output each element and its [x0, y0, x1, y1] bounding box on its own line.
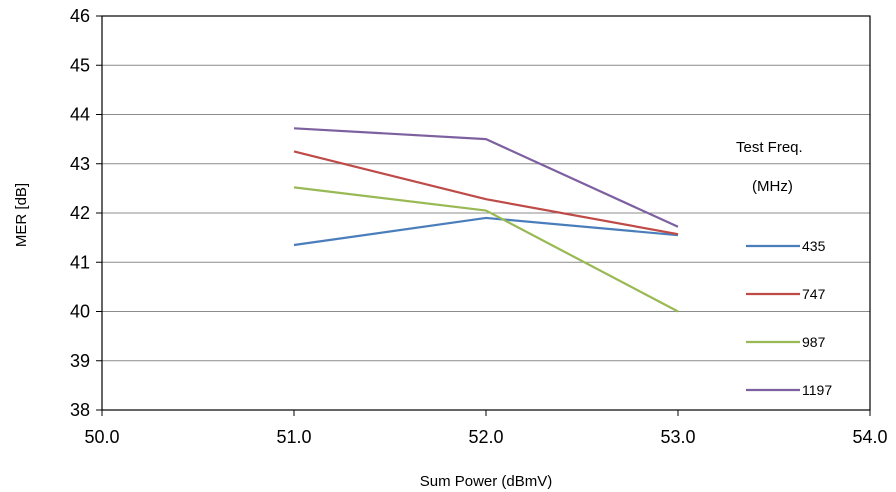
y-tick-label: 42	[70, 203, 90, 223]
gridlines	[102, 64, 870, 362]
x-axis-ticks: 50.0 51.0 52.0 53.0 54.0	[84, 410, 888, 447]
x-tick-label: 52.0	[468, 427, 503, 447]
series-line-747	[293, 150, 679, 236]
y-axis-ticks: 38 39 40 41 42 43 44 45 46	[70, 6, 102, 420]
y-tick-label: 40	[70, 302, 90, 322]
legend: Test Freq. (MHz) 435 747 987 1197	[736, 139, 832, 398]
legend-label-987: 987	[802, 334, 826, 350]
x-tick-label: 51.0	[276, 427, 311, 447]
legend-label-1197: 1197	[802, 382, 832, 398]
series-lines	[293, 127, 679, 313]
y-axis-label: MER [dB]	[13, 183, 30, 247]
series-line-435	[293, 216, 679, 247]
y-tick-label: 39	[70, 351, 90, 371]
x-axis-label: Sum Power (dBmV)	[420, 473, 553, 490]
y-tick-label: 43	[70, 154, 90, 174]
x-tick-label: 50.0	[84, 427, 119, 447]
y-tick-label: 44	[70, 105, 90, 125]
series-line-987	[293, 186, 679, 313]
y-tick-label: 46	[70, 6, 90, 26]
y-tick-label: 41	[70, 252, 90, 272]
x-tick-label: 53.0	[660, 427, 695, 447]
legend-title-line1: Test Freq.	[736, 139, 803, 156]
legend-title-line2: (MHz)	[752, 178, 793, 195]
series-line-1197	[293, 127, 679, 228]
legend-label-747: 747	[802, 286, 826, 302]
x-tick-label: 54.0	[852, 427, 887, 447]
legend-label-435: 435	[802, 238, 826, 254]
y-tick-label: 38	[70, 400, 90, 420]
y-tick-label: 45	[70, 55, 90, 75]
